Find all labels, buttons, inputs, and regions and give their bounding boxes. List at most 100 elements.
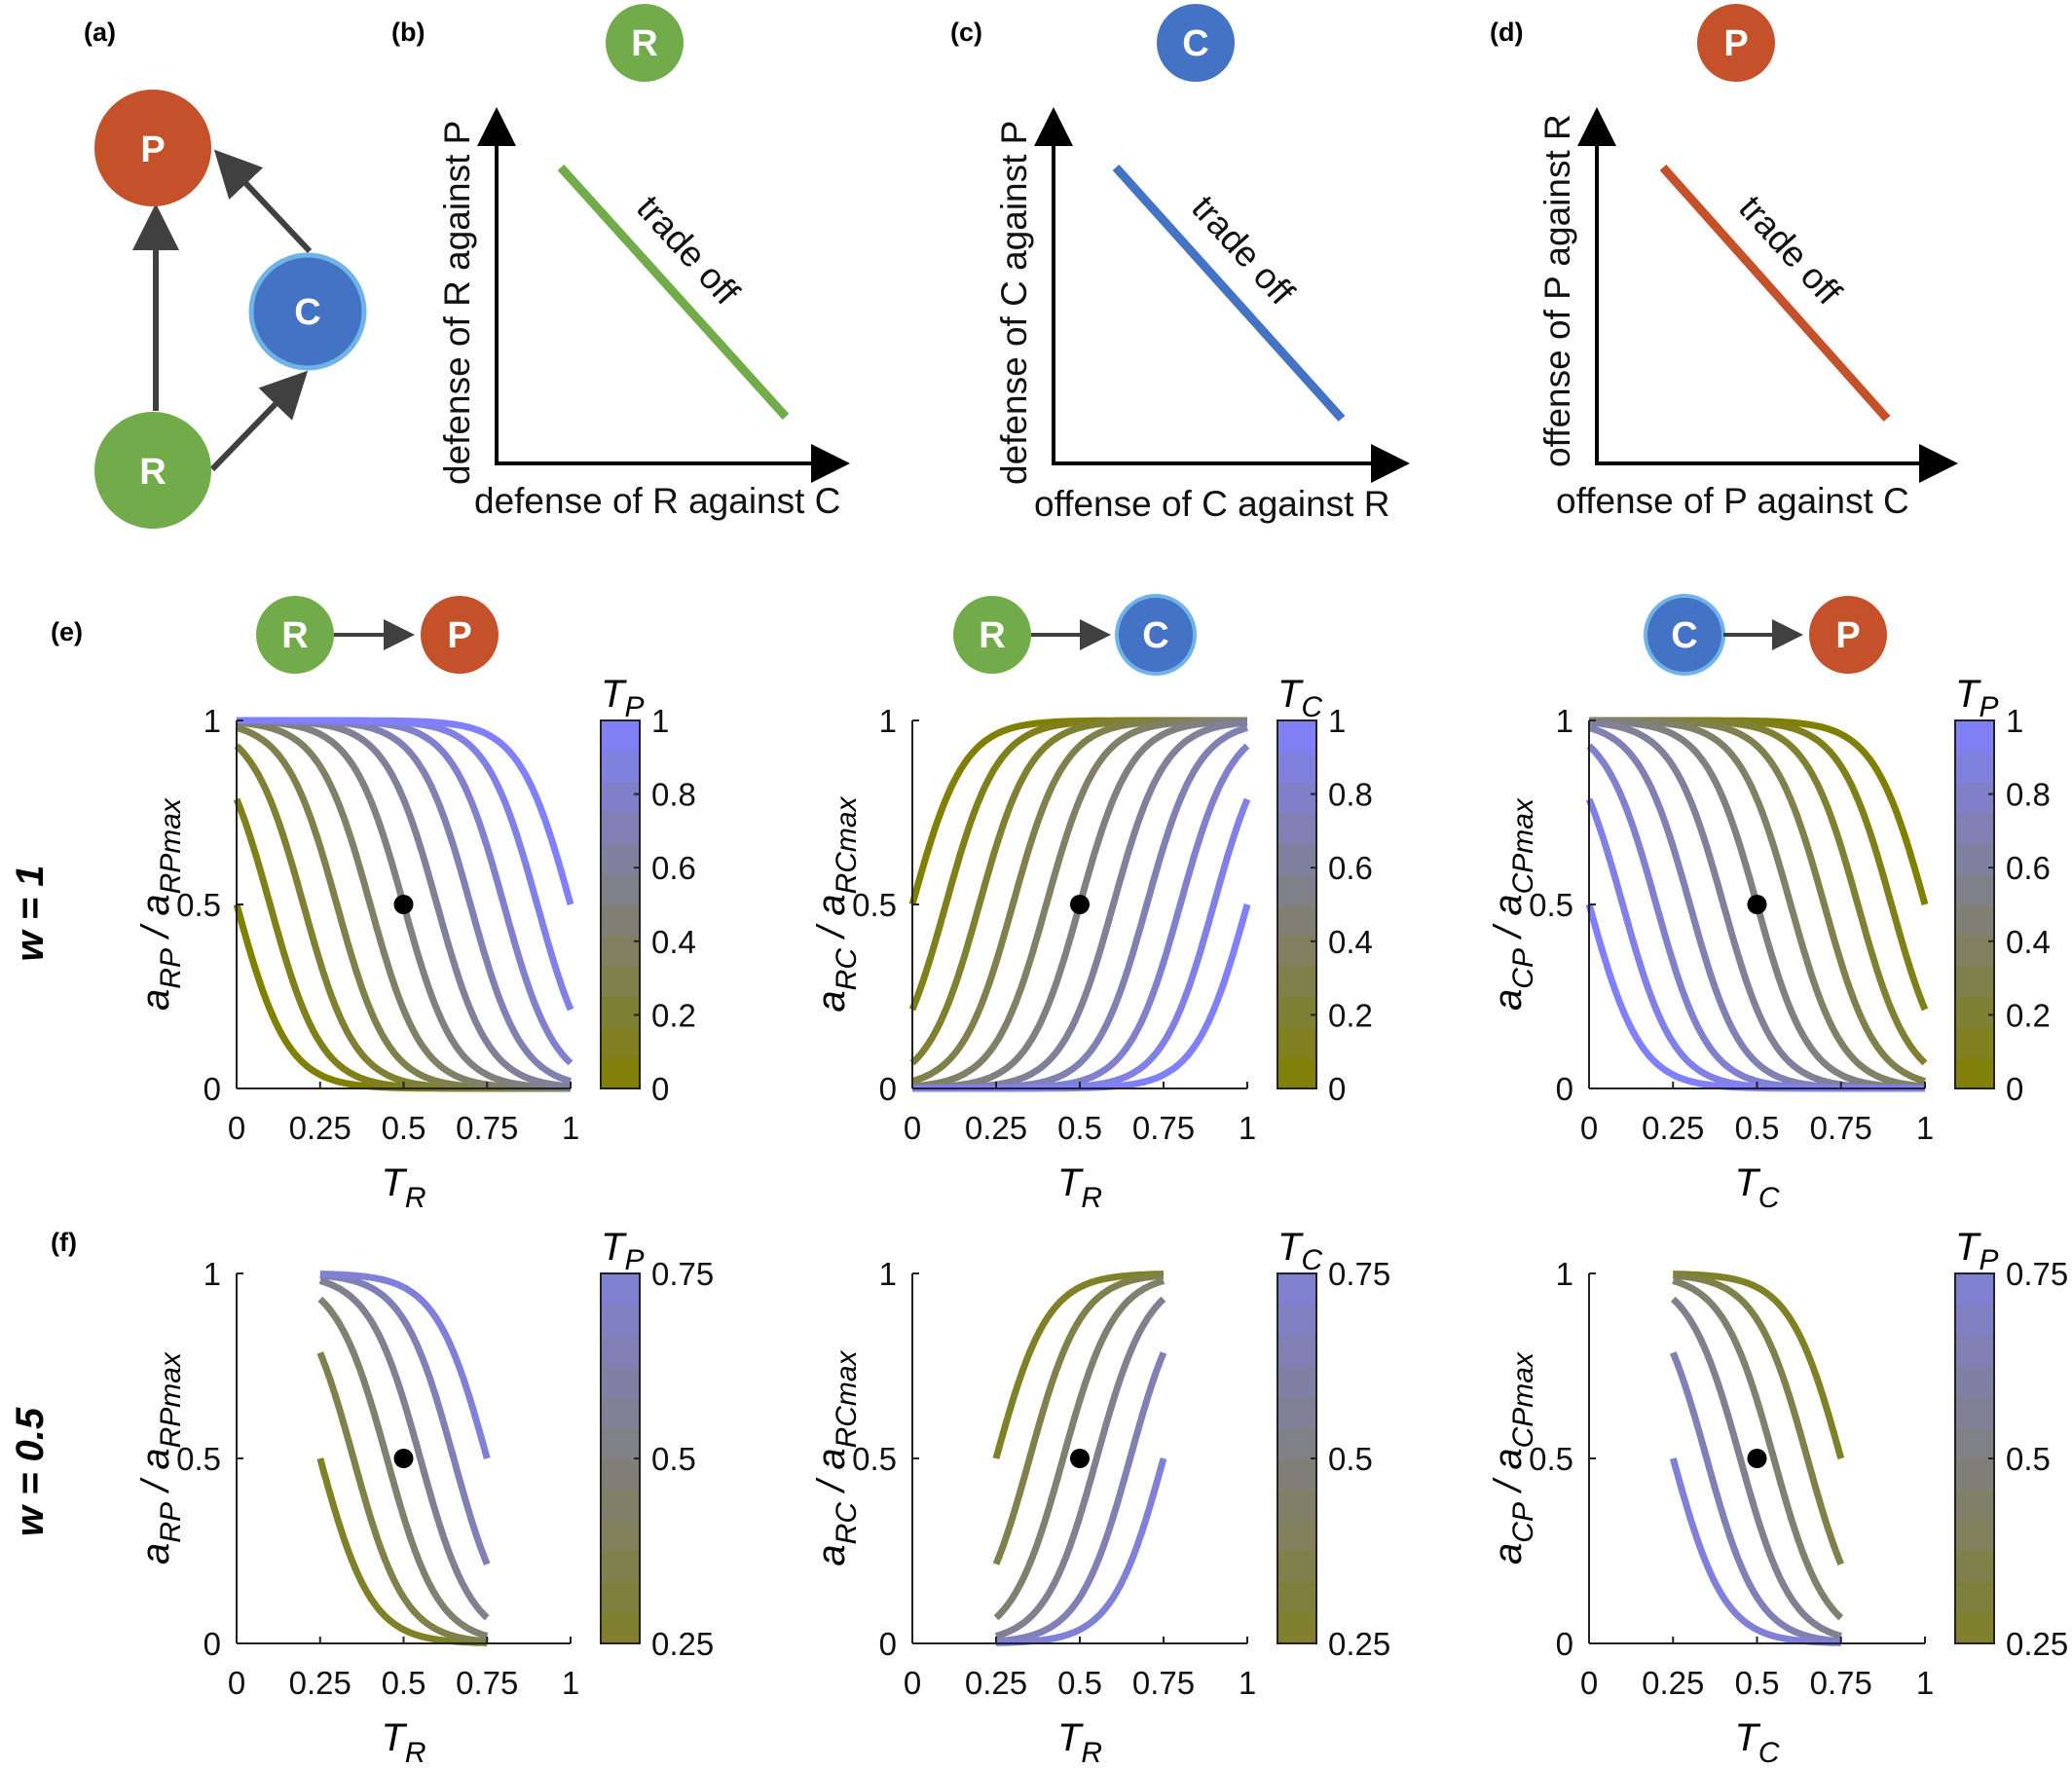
curve-e1-4: [236, 719, 571, 1092]
arrow-r-to-c: [209, 370, 309, 472]
f2-ytick-2: 1: [879, 1256, 897, 1292]
f3-xtick-0: 0: [1580, 1665, 1598, 1701]
node-p-label: P: [140, 129, 165, 170]
curve-e2-4: [911, 717, 1247, 1090]
f2-colorbar-band-8: [1277, 1366, 1316, 1398]
f3-ytick-0: 0: [1556, 1626, 1573, 1662]
f1-colorbar-band-6: [601, 1427, 640, 1459]
curve-f3-1: [1673, 1271, 1845, 1566]
e3-colorbar-tick-3: 0.6: [2006, 850, 2051, 886]
header-r-to-p: R P: [256, 596, 499, 674]
e2-ytick-1: 0.5: [852, 887, 897, 923]
f1-colorbar-band-4: [601, 1489, 640, 1521]
e1-ylabel: aRP / aRPmax: [134, 797, 187, 1011]
panel-a-label: (a): [84, 18, 116, 47]
e3-colorbar-band-4: [1955, 935, 1994, 967]
e1-colorbar-band-1: [601, 1027, 640, 1058]
e3-colorbar-tick-5: 1: [2006, 703, 2023, 739]
e2-colorbar-band-1: [1277, 1027, 1316, 1058]
e2-colorbar-band-8: [1277, 812, 1316, 844]
f3-colorbar-band-2: [1955, 1551, 1994, 1583]
curve-f1-4: [319, 1271, 491, 1566]
f2-colorbar-band-1: [1277, 1581, 1316, 1613]
f3-colorbar-band-7: [1955, 1396, 1994, 1428]
panel-b-label: (b): [391, 18, 425, 47]
e3-ytick-0: 0: [1556, 1071, 1573, 1107]
panel-d-ylabel: offense of P against R: [1537, 114, 1577, 467]
curve-e1-10: [237, 717, 574, 905]
e2-xtick-4: 1: [1239, 1110, 1256, 1146]
f3-xtick-2: 0.5: [1735, 1665, 1780, 1701]
e1-colorbar-tick-4: 0.8: [651, 777, 696, 813]
curve-f3-3: [1670, 1296, 1842, 1640]
e3-colorbar-tick-1: 0.2: [2006, 997, 2051, 1033]
f1-colorbar-band-10: [601, 1304, 640, 1336]
panel-d-node: [1697, 4, 1775, 82]
f2-ylabel: aRC / aRCmax: [810, 1349, 863, 1566]
curve-f1-0: [316, 1457, 488, 1646]
e1-xtick-3: 0.75: [456, 1110, 518, 1146]
panel-d-label: (d): [1490, 18, 1523, 47]
panel-b-ylabel: defense of R against P: [437, 121, 477, 485]
e2-colorbar-band-11: [1277, 720, 1316, 752]
f2-colorbar-band-3: [1277, 1520, 1316, 1552]
e1-colorbar-band-5: [601, 904, 640, 936]
e2-colorbar-band-3: [1277, 966, 1316, 997]
f1-ytick-0: 0: [204, 1626, 221, 1662]
f1-colorbar-band-1: [601, 1581, 640, 1613]
e2-colorbar-band-10: [1277, 751, 1316, 783]
e2-colorbar-band-0: [1277, 1057, 1316, 1089]
e1-colorbar-label: TP: [601, 673, 644, 723]
e2-ytick-0: 0: [879, 1071, 897, 1107]
curve-f2-4: [995, 1351, 1167, 1645]
panel-c-node-label: C: [1182, 23, 1208, 64]
f2-colorbar-label: TC: [1277, 1226, 1322, 1276]
f2-colorbar-band-10: [1277, 1304, 1316, 1336]
e3-colorbar-band-9: [1955, 782, 1994, 813]
f1-colorbar-band-2: [601, 1551, 640, 1583]
f2-colorbar-band-0: [1277, 1612, 1316, 1644]
e1-colorbar-band-6: [601, 873, 640, 905]
e3-colorbar-label: TP: [1955, 673, 1998, 723]
panel-b-node: [606, 4, 684, 82]
panel-b-tradeoff-text: trade off: [629, 188, 747, 313]
panel-c-ylabel: defense of C against P: [994, 121, 1034, 485]
header-r-to-p-to-node: [421, 596, 499, 674]
f3-ytick-1: 0.5: [1529, 1441, 1573, 1477]
curve-f3-5: [1669, 1457, 1841, 1646]
curve-f2-2: [993, 1277, 1166, 1621]
header-r-to-c-from: R: [979, 615, 1005, 656]
curve-f3-2: [1672, 1277, 1844, 1621]
header-c-to-p-to: P: [1835, 615, 1860, 656]
e2-colorbar-tick-0: 0: [1328, 1071, 1346, 1107]
e1-colorbar-band-9: [601, 782, 640, 813]
f1-colorbar-band-11: [601, 1273, 640, 1306]
f1-xtick-3: 0.75: [456, 1665, 518, 1701]
panel-b-xlabel: defense of R against C: [474, 481, 840, 521]
e3-colorbar-band-6: [1955, 873, 1994, 905]
e2-colorbar-band-6: [1277, 873, 1316, 905]
e1-xtick-1: 0.25: [289, 1110, 352, 1146]
panel-b-node-label: R: [631, 23, 657, 64]
e1-colorbar-band-8: [601, 812, 640, 844]
e2-xlabel: TR: [1057, 1161, 1102, 1214]
e3-ytick-1: 0.5: [1529, 887, 1573, 923]
e3-colorbar-frame: [1954, 719, 1995, 1089]
header-r-to-p-from-node: [256, 596, 334, 674]
e3-xtick-3: 0.75: [1810, 1110, 1872, 1146]
e2-colorbar-band-5: [1277, 904, 1316, 936]
header-r-to-c-to-node: [1115, 594, 1197, 676]
f3-colorbar-tick-1: 0.5: [2006, 1441, 2051, 1477]
e3-ylabel: aCP / aCPmax: [1487, 797, 1539, 1011]
header-r-to-c-to: C: [1142, 615, 1168, 656]
e3-marker: [1747, 895, 1767, 914]
f1-xtick-4: 1: [562, 1665, 579, 1701]
e1-ytick-1: 0.5: [176, 887, 221, 923]
f1-colorbar-band-5: [601, 1458, 640, 1491]
e2-colorbar-frame: [1276, 719, 1317, 1089]
e3-colorbar-band-3: [1955, 966, 1994, 997]
f3-colorbar-band-10: [1955, 1304, 1994, 1336]
e2-colorbar-tick-1: 0.2: [1328, 997, 1373, 1033]
